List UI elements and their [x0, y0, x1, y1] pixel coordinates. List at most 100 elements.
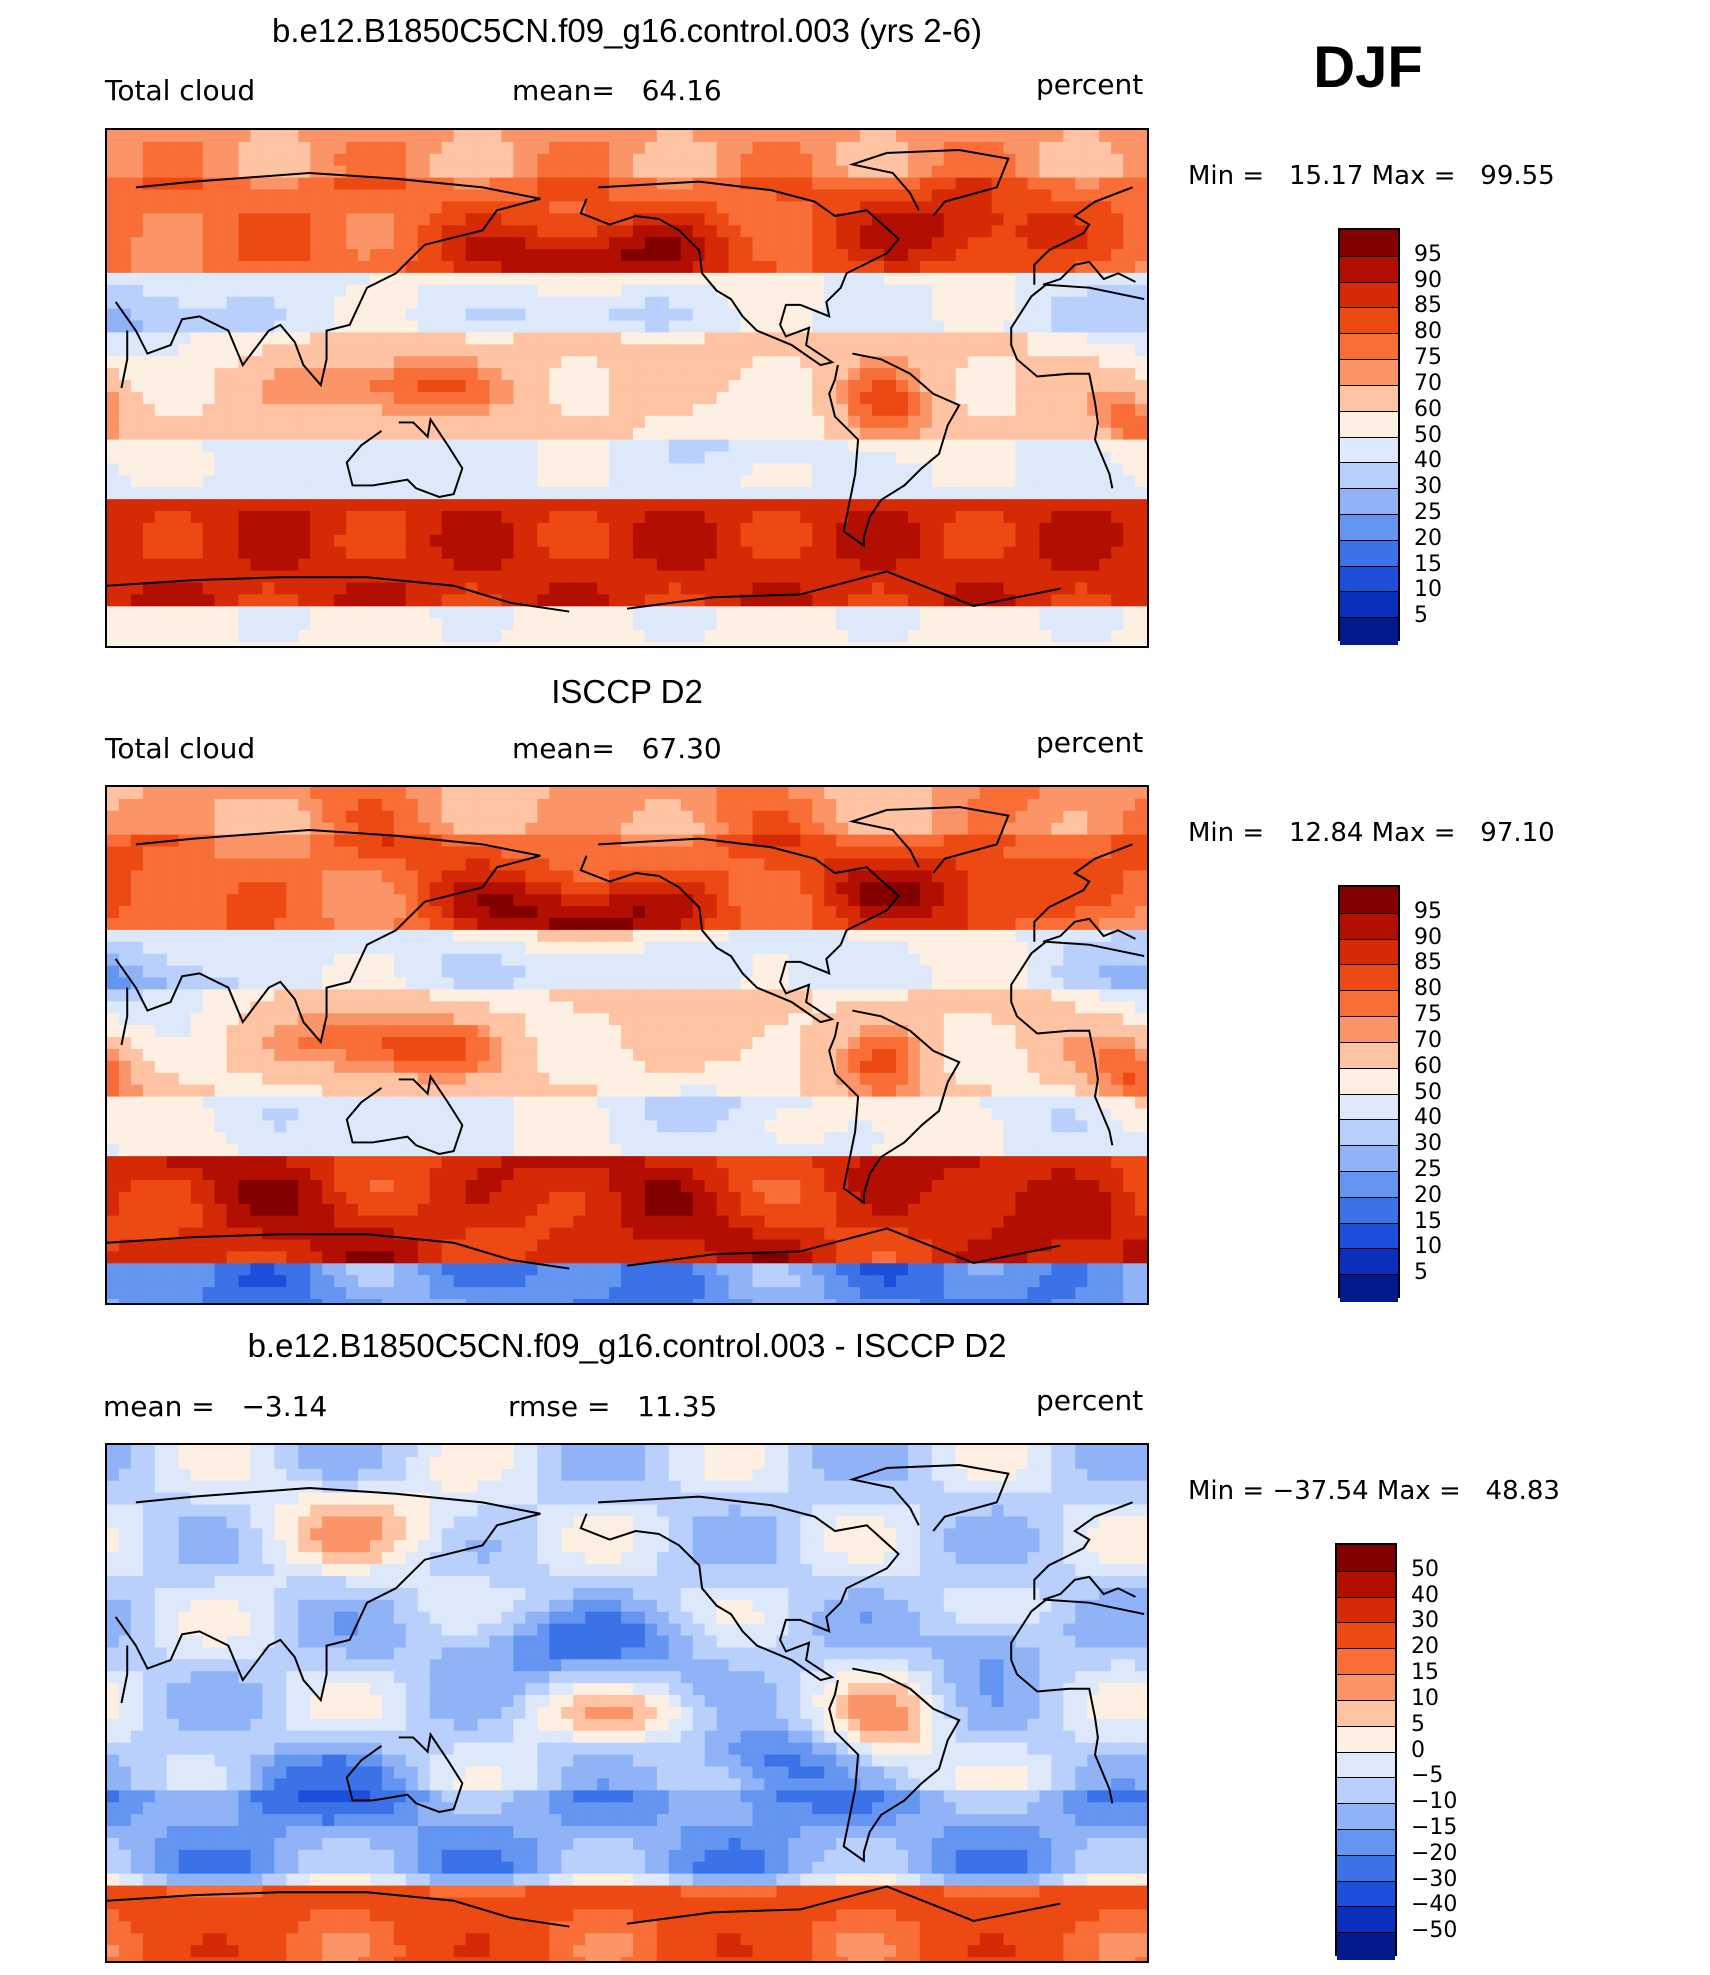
field-cell: [549, 787, 562, 800]
field-cell: [525, 798, 538, 812]
field-cell: [393, 141, 407, 155]
field-cell: [346, 594, 359, 607]
field-cell: [441, 558, 455, 572]
field-cell: [453, 189, 467, 203]
field-cell: [943, 237, 957, 250]
field-cell: [740, 642, 754, 646]
field-cell: [369, 618, 383, 631]
field-cell: [154, 582, 168, 595]
field-cell: [298, 822, 311, 836]
field-cell: [776, 546, 789, 560]
field-cell: [537, 177, 550, 191]
field-cell: [1075, 130, 1088, 143]
field-cell: [441, 846, 455, 860]
field-cell: [1135, 487, 1147, 500]
field-cell: [405, 882, 419, 895]
field-cell: [489, 787, 503, 800]
field-cell: [334, 308, 347, 322]
field-cell: [525, 368, 538, 381]
field-cell: [513, 642, 526, 646]
field-cell: [656, 882, 670, 895]
field-cell: [154, 846, 168, 860]
field-cell: [166, 606, 180, 619]
field-cell: [812, 201, 825, 214]
field-cell: [537, 558, 550, 572]
field-cell: [1099, 260, 1112, 274]
field-cell: [202, 332, 216, 345]
field-cell: [597, 320, 610, 334]
field-cell: [262, 344, 275, 357]
field-cell: [166, 249, 180, 262]
field-cell: [118, 165, 132, 179]
field-cell: [632, 570, 646, 584]
field-cell: [130, 439, 144, 453]
field-cell: [1111, 249, 1124, 262]
field-cell: [501, 177, 515, 191]
field-cell: [1087, 356, 1100, 369]
field-cell: [1015, 249, 1029, 262]
field-cell: [489, 487, 503, 500]
field-cell: [656, 499, 670, 512]
field-cell: [322, 594, 335, 607]
field-cell: [848, 522, 861, 536]
field-cell: [740, 499, 754, 512]
field-cell: [692, 858, 706, 871]
field-cell: [453, 798, 467, 812]
field-cell: [1123, 165, 1136, 179]
field-cell: [154, 451, 168, 465]
field-cell: [405, 787, 419, 800]
field-cell: [381, 356, 395, 369]
field-cell: [692, 894, 706, 907]
field-cell: [1015, 320, 1029, 334]
field-cell: [836, 427, 849, 441]
field-cell: [800, 787, 813, 800]
field-cell: [190, 249, 204, 262]
field-cell: [656, 618, 670, 631]
field-cell: [668, 846, 682, 860]
field-cell: [943, 798, 957, 812]
field-cell: [226, 546, 240, 560]
field-cell: [764, 618, 778, 631]
field-cell: [836, 487, 849, 500]
field-cell: [955, 870, 969, 883]
field-cell: [310, 822, 323, 836]
field-cell: [800, 130, 813, 143]
field-cell: [979, 546, 993, 560]
field-cell: [824, 570, 837, 584]
field-cell: [860, 630, 873, 643]
field-cell: [417, 296, 431, 310]
field-cell: [513, 141, 526, 155]
field-cell: [166, 308, 180, 322]
field-cell: [656, 284, 670, 298]
field-cell: [860, 798, 873, 812]
field-cell: [692, 929, 706, 943]
field-cell: [991, 249, 1005, 262]
field-cell: [286, 522, 299, 536]
field-cell: [991, 546, 1005, 560]
field-cell: [716, 356, 730, 369]
field-cell: [836, 618, 849, 631]
field-cell: [1111, 237, 1124, 250]
field-cell: [668, 201, 682, 214]
field-cell: [107, 260, 120, 274]
field-cell: [322, 798, 335, 812]
field-cell: [680, 858, 694, 871]
field-cell: [1063, 201, 1076, 214]
field-cell: [346, 882, 359, 895]
field-cell: [441, 570, 455, 584]
field-cell: [417, 320, 431, 334]
field-cell: [142, 260, 156, 274]
field-cell: [644, 642, 658, 646]
field-cell: [166, 546, 180, 560]
field-cell: [1135, 165, 1147, 179]
field-cell: [955, 260, 969, 274]
field-cell: [405, 846, 419, 860]
field-cell: [573, 237, 586, 250]
field-cell: [573, 284, 586, 298]
field-cell: [465, 618, 479, 631]
field-cell: [369, 917, 383, 931]
field-cell: [955, 225, 969, 238]
field-cell: [919, 213, 933, 226]
field-cell: [597, 906, 610, 919]
field-cell: [262, 546, 275, 560]
